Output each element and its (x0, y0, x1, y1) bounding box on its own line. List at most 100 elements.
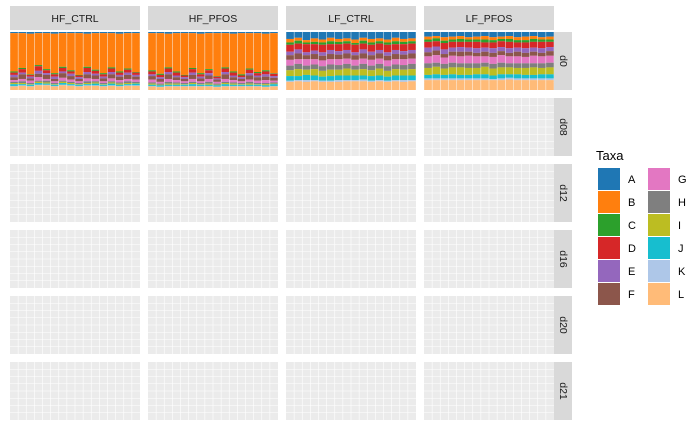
bar-segment-B (180, 33, 189, 75)
bar-segment-I (156, 84, 165, 86)
bar-segment-K (456, 78, 465, 81)
bar-segment-H (156, 83, 165, 85)
bar-segment-B (497, 36, 506, 39)
bars-LF_PFOS-d0 (424, 32, 554, 90)
bar-segment-D (115, 72, 124, 75)
strip-row-label: d20 (557, 316, 569, 334)
bar-segment-A (489, 32, 497, 38)
bar-segment-K (91, 85, 100, 86)
bar-segment-J (91, 83, 100, 86)
bar-segment-D (448, 41, 457, 48)
bar-segment-L (497, 80, 506, 90)
bar-segment-G (513, 56, 522, 64)
bar-segment-A (286, 32, 294, 39)
bar-segment-D (229, 72, 238, 76)
bar-segment-A (343, 32, 351, 39)
bar-segment-F (229, 77, 238, 81)
bar-segment-I (537, 67, 546, 75)
bar-segment-C (302, 42, 311, 45)
bar-segment-B (286, 38, 294, 43)
bar-segment-A (123, 32, 132, 34)
bar-segment-K (440, 78, 449, 81)
bar-segment-K (448, 78, 457, 81)
bar-segment-H (546, 62, 554, 68)
bar-segment-K (205, 85, 213, 87)
bar-segment-C (172, 71, 181, 73)
bar-segment-C (253, 72, 262, 74)
bar-segment-H (196, 83, 205, 85)
bar-segment-I (464, 67, 473, 75)
bar-segment-C (115, 71, 124, 73)
bar-segment-G (196, 81, 205, 84)
panels (10, 32, 554, 420)
bar-segment-E (294, 49, 303, 54)
bar-segment-D (188, 69, 197, 73)
bar-segment-I (367, 70, 376, 77)
bar-segment-C (148, 70, 156, 72)
bar-segment-B (440, 37, 449, 41)
bar-segment-H (221, 81, 230, 84)
bar-segment-D (91, 70, 100, 74)
strip-row-background (554, 32, 572, 90)
bar-segment-G (107, 78, 116, 82)
bar-segment-C (351, 43, 359, 45)
bar-segment-B (148, 33, 156, 71)
legend-label: B (628, 197, 635, 209)
bar-segment-H (132, 81, 140, 84)
bar-segment-D (383, 44, 392, 53)
bar-segment-D (67, 71, 75, 74)
bar-segment-D (205, 70, 213, 74)
bar-segment-E (472, 48, 481, 53)
bar-segment-F (58, 73, 67, 78)
bar-segment-G (334, 59, 343, 66)
bar-segment-L (529, 80, 538, 90)
bar-segment-H (253, 83, 262, 85)
bar-segment-A (50, 32, 59, 34)
bar-segment-J (497, 74, 506, 79)
bar-segment-A (375, 32, 384, 39)
bar-segment-B (10, 33, 18, 72)
bar-segment-B (294, 37, 303, 41)
strip-row-label: d0 (557, 55, 569, 67)
bar-segment-H (359, 63, 368, 70)
bar-segment-D (472, 41, 481, 49)
bar-segment-I (489, 68, 497, 76)
bar-segment-K (334, 80, 343, 82)
bar-segment-D (537, 41, 546, 49)
bar-segment-L (67, 85, 75, 90)
bar-segment-D (408, 43, 416, 50)
bar-segment-J (294, 76, 303, 81)
bar-segment-F (148, 76, 156, 80)
bar-segment-G (213, 81, 221, 84)
bar-segment-G (172, 80, 181, 83)
bar-segment-G (359, 58, 368, 64)
bar-segment-E (245, 73, 254, 76)
bar-segment-L (50, 86, 59, 90)
bar-segment-F (164, 74, 173, 79)
bar-segment-I (188, 83, 197, 85)
bar-segment-E (302, 52, 311, 56)
bar-segment-E (148, 74, 156, 77)
bar-segment-A (205, 32, 213, 34)
bar-segment-B (399, 38, 408, 42)
bar-segment-K (310, 80, 319, 82)
bar-segment-A (432, 32, 441, 37)
bar-segment-K (34, 84, 43, 86)
bar-segment-G (156, 81, 165, 84)
bar-segment-F (383, 55, 392, 61)
bar-segment-A (505, 32, 514, 37)
bar-segment-K (391, 80, 400, 82)
bar-segment-K (286, 80, 294, 82)
bar-segment-C (318, 42, 327, 45)
bar-segment-L (180, 86, 189, 90)
bar-segment-L (399, 81, 408, 90)
bar-segment-F (359, 53, 368, 59)
bar-segment-H (75, 83, 83, 85)
bar-segment-J (123, 84, 132, 86)
bar-segment-D (529, 41, 538, 48)
bar-segment-B (229, 33, 238, 72)
bar-segment-H (50, 83, 59, 85)
bar-segment-H (58, 80, 67, 82)
bar-segment-I (172, 83, 181, 85)
bar-segment-L (302, 81, 311, 90)
